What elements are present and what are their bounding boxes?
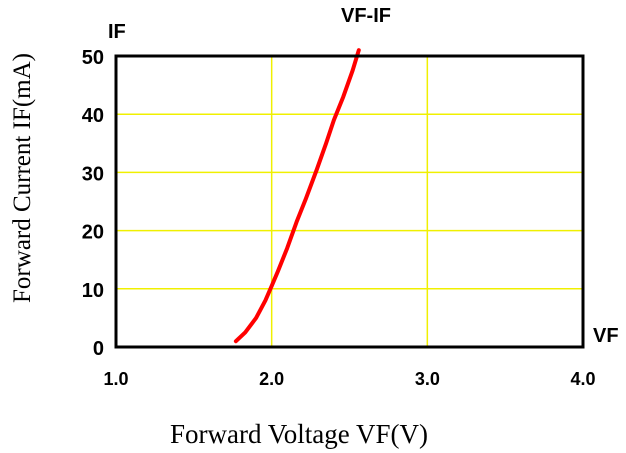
x-tick-label-3: 4.0 bbox=[570, 369, 595, 389]
y-tick-label-3: 30 bbox=[82, 163, 104, 185]
y-tick-labels: 0 10 20 30 40 50 bbox=[82, 47, 104, 360]
x-tick-labels: 1.0 2.0 3.0 4.0 bbox=[103, 369, 595, 389]
vf-if-curve bbox=[233, 48, 361, 344]
y-tick-label-2: 20 bbox=[82, 222, 104, 244]
y-axis-tag: IF bbox=[108, 21, 126, 43]
plot-frame bbox=[114, 54, 585, 349]
x-tick-label-0: 1.0 bbox=[103, 369, 128, 389]
x-tick-label-1: 2.0 bbox=[259, 369, 284, 389]
y-tick-label-1: 10 bbox=[82, 280, 104, 302]
x-axis-title: Forward Voltage VF(V) bbox=[170, 419, 428, 449]
x-axis-tag: VF bbox=[593, 325, 619, 347]
y-axis-title: Forward Current IF(mA) bbox=[9, 53, 36, 303]
y-tick-label-0: 0 bbox=[93, 338, 104, 360]
chart-title: VF-IF bbox=[341, 5, 391, 27]
y-tick-label-5: 50 bbox=[82, 47, 104, 69]
x-tick-label-2: 3.0 bbox=[415, 369, 440, 389]
grid-lines bbox=[116, 56, 583, 347]
y-tick-label-4: 40 bbox=[82, 105, 104, 127]
plot-area bbox=[116, 56, 583, 347]
